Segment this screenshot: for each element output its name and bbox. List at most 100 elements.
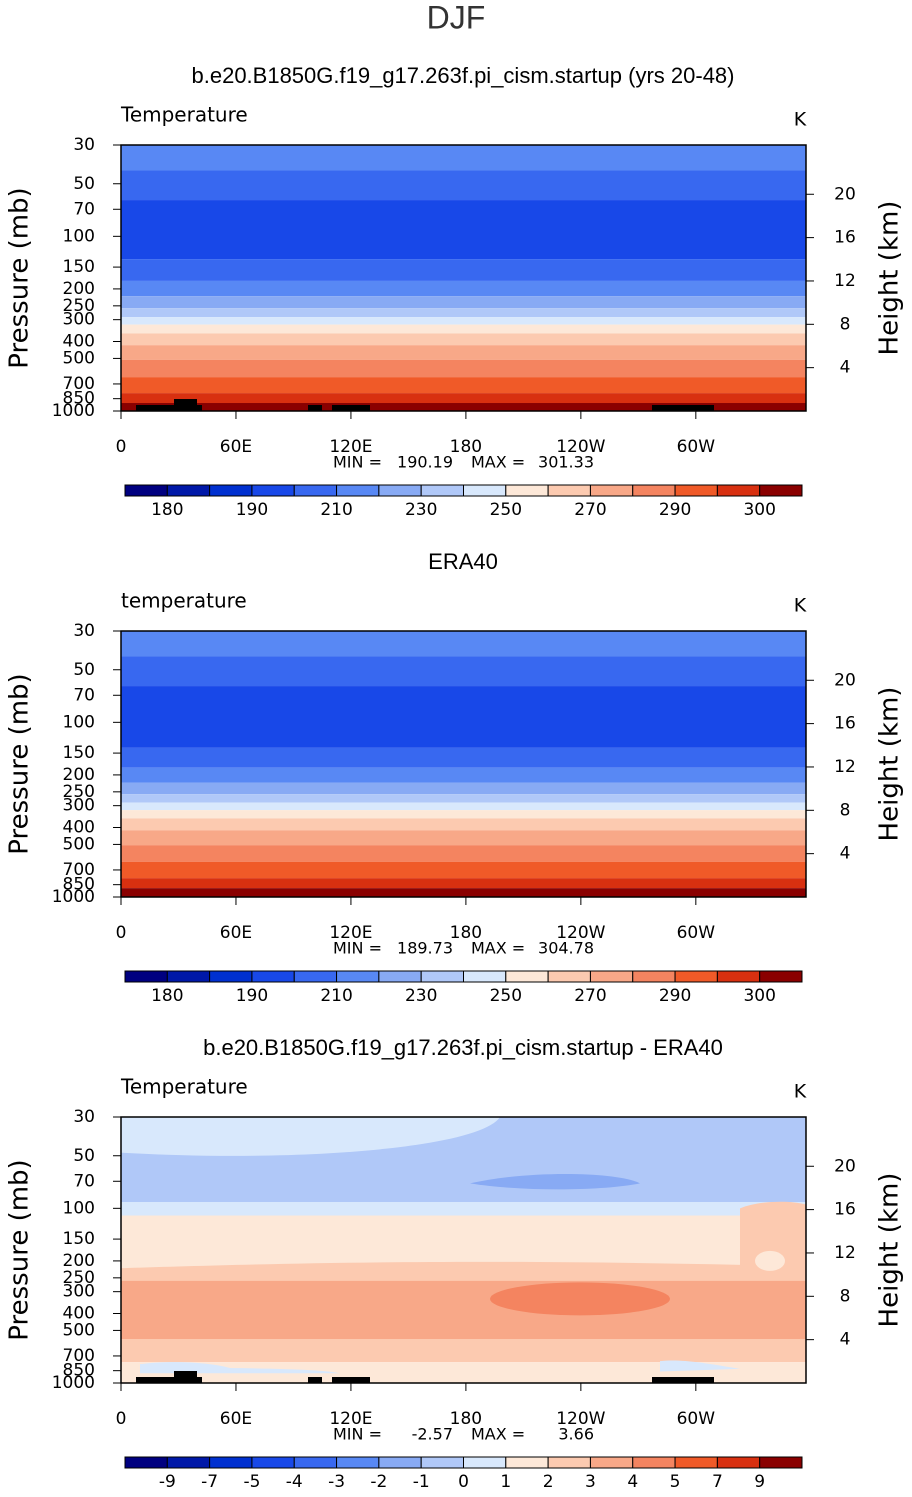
colorbar-label: -2 — [370, 1472, 387, 1492]
colorbar-label: 5 — [670, 1472, 681, 1492]
y-tick-label: 30 — [73, 135, 95, 155]
colorbar-box — [420, 1456, 464, 1469]
colorbar-box — [166, 970, 211, 983]
colorbar-box — [716, 970, 761, 983]
x-tick-label: 0 — [116, 1409, 127, 1429]
colorbar-box — [251, 970, 295, 983]
panel-title: b.e20.B1850G.f19_g17.263f.pi_cism.startu… — [203, 1035, 723, 1060]
plot-frame — [120, 630, 807, 898]
y2-tick-label: 8 — [840, 314, 851, 334]
colorbar-box — [759, 970, 803, 983]
max-value: 3.66 — [558, 1425, 594, 1444]
colorbar-label: 2 — [543, 1472, 554, 1492]
colorbar-label: 190 — [236, 986, 268, 1006]
contour-band — [121, 888, 806, 897]
colorbar-box — [547, 484, 591, 497]
y2-tick-label: 4 — [840, 358, 851, 378]
colorbar-label: -5 — [243, 1472, 260, 1492]
colorbar-box — [209, 970, 253, 983]
y2-tick-label: 8 — [840, 1286, 851, 1306]
colorbar-label: 3 — [585, 1472, 596, 1492]
contour-band — [121, 845, 806, 862]
y-tick-label: 50 — [73, 1146, 95, 1166]
colorbar-box — [547, 1456, 591, 1469]
y-tick-label: 700 — [63, 374, 95, 394]
colorbar-label: 250 — [490, 500, 522, 520]
y2-tick-label: 4 — [840, 1330, 851, 1350]
topography — [174, 1371, 197, 1383]
colorbar-box — [378, 484, 422, 497]
plot-frame — [120, 144, 807, 412]
y-tick-label: 300 — [63, 1282, 95, 1302]
colorbar-box — [632, 970, 676, 983]
x-tick-label: 120E — [329, 923, 372, 943]
contour-band — [121, 145, 806, 171]
y2-tick-label: 12 — [834, 757, 856, 777]
colorbar-box — [124, 970, 168, 983]
contour-band — [121, 296, 806, 309]
y-tick-label: 250 — [63, 782, 95, 802]
contour-band — [660, 1360, 740, 1372]
contour-band — [121, 810, 806, 819]
colorbar-label: 210 — [320, 986, 352, 1006]
min-label: MIN = — [333, 939, 382, 958]
y-tick-label: 500 — [63, 348, 95, 368]
contour-band — [121, 393, 806, 404]
colorbar-box — [759, 1456, 803, 1469]
colorbar-label: 290 — [659, 986, 691, 1006]
colorbar-box — [716, 1456, 761, 1469]
colorbar-box — [251, 1456, 295, 1469]
colorbar-label: -7 — [201, 1472, 218, 1492]
y2-tick-label: 20 — [834, 184, 856, 204]
contour-band — [121, 747, 806, 768]
colorbar-label: 7 — [712, 1472, 723, 1492]
colorbar-box — [463, 1456, 507, 1469]
y-tick-label: 1000 — [52, 401, 95, 421]
contour-band — [121, 308, 806, 318]
y-tick-label: 200 — [63, 765, 95, 785]
colorbar-box — [632, 1456, 676, 1469]
colorbar-label: -3 — [328, 1472, 345, 1492]
figure-title: DJF — [427, 0, 486, 35]
x-tick-label: 60W — [677, 437, 716, 457]
topography — [136, 1377, 202, 1383]
y2-tick-label: 20 — [834, 670, 856, 690]
y-tick-label: 50 — [73, 174, 95, 194]
colorbar-box — [674, 1456, 718, 1469]
y2-axis-label: Height (km) — [875, 687, 905, 842]
colorbar-box — [293, 1456, 338, 1469]
y-tick-label: 250 — [63, 296, 95, 316]
colorbar-label: 270 — [574, 986, 606, 1006]
colorbar-label: 190 — [236, 500, 268, 520]
panel-title: ERA40 — [428, 549, 498, 574]
colorbar-label: 300 — [743, 986, 775, 1006]
contour-band — [121, 345, 806, 360]
y-tick-label: 100 — [63, 712, 95, 732]
contour-band — [121, 878, 806, 889]
contour-band — [121, 317, 806, 325]
field-label: temperature — [121, 589, 247, 613]
contour-band — [121, 767, 806, 783]
x-tick-label: 180 — [450, 437, 482, 457]
y-tick-label: 70 — [73, 199, 95, 219]
field-label: Temperature — [120, 103, 248, 127]
x-tick-label: 0 — [116, 437, 127, 457]
colorbar-box — [378, 1456, 422, 1469]
colorbar-box — [420, 970, 464, 983]
colorbar-box — [505, 484, 549, 497]
topography — [652, 1377, 714, 1383]
contour-band — [121, 1261, 806, 1281]
colorbar-box — [209, 1456, 253, 1469]
colorbar-label: 270 — [574, 500, 606, 520]
colorbar-box — [420, 484, 464, 497]
contour-band — [121, 403, 806, 411]
contour-band — [121, 686, 806, 748]
colorbar-box — [166, 484, 211, 497]
y-tick-label: 1000 — [52, 1373, 95, 1393]
max-value: 304.78 — [538, 939, 594, 958]
x-tick-label: 60W — [677, 1409, 716, 1429]
colorbar-box — [251, 484, 295, 497]
x-tick-label: 120E — [329, 1409, 372, 1429]
y-tick-label: 30 — [73, 621, 95, 641]
